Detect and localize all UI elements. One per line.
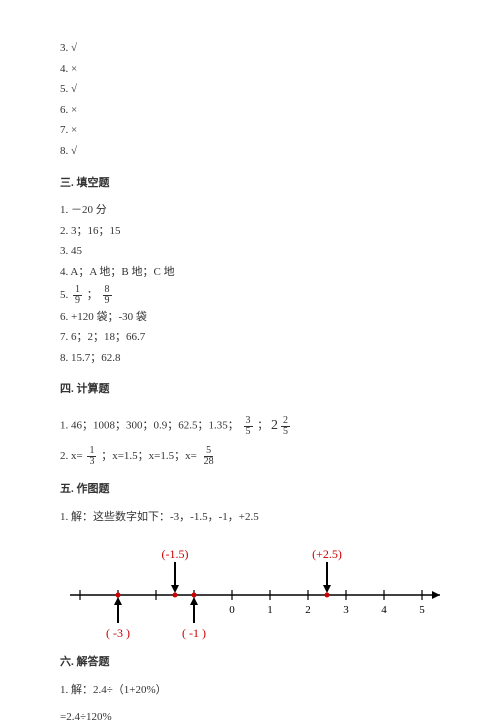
frac-den: 5 bbox=[244, 427, 253, 437]
s3-l5-sep: ； bbox=[87, 289, 101, 301]
s4-l1: 1. 46；1008；300；0.9；62.5；1.35； 3 5 ； 2 2 … bbox=[60, 415, 440, 437]
svg-text:3: 3 bbox=[343, 604, 349, 616]
tf-item: 4. × bbox=[60, 61, 440, 79]
s4-l1-pre: 1. 46；1008；300；0.9；62.5；1.35； bbox=[60, 420, 242, 432]
frac-den: 5 bbox=[281, 427, 290, 437]
s3-l2: 2. 3；16；15 bbox=[60, 223, 440, 241]
s3-l3: 3. 45 bbox=[60, 243, 440, 261]
s3-l6: 6. +120 袋；-30 袋 bbox=[60, 309, 440, 327]
tf-item: 6. × bbox=[60, 102, 440, 120]
section-5-title: 五. 作图题 bbox=[60, 481, 440, 499]
svg-text:1: 1 bbox=[267, 604, 273, 616]
mixed-whole: 2 bbox=[271, 415, 278, 437]
s3-l1: 1. －20 分 bbox=[60, 202, 440, 220]
frac-den: 9 bbox=[73, 296, 82, 306]
s6-l2: =2.4÷120% bbox=[60, 709, 440, 726]
s4-l2: 2. x= 1 3 ；x=1.5；x=1.5；x= 5 28 bbox=[60, 446, 440, 467]
fraction-8-9: 8 9 bbox=[103, 285, 112, 306]
section-3-title: 三. 填空题 bbox=[60, 175, 440, 193]
s3-l4: 4. A；A 地；B 地；C 地 bbox=[60, 264, 440, 282]
section-5-body: 1. 解：这些数字如下：-3，-1.5，-1，+2.5 bbox=[60, 509, 440, 527]
tf-block: 3. √ 4. × 5. √ 6. × 7. × 8. √ bbox=[60, 40, 440, 161]
svg-text:(-1.5): (-1.5) bbox=[162, 547, 189, 561]
frac-num: 1 bbox=[73, 285, 82, 296]
svg-text:4: 4 bbox=[381, 604, 387, 616]
s3-l7: 7. 6；2；18；66.7 bbox=[60, 329, 440, 347]
s4-l1-sep: ； bbox=[257, 420, 271, 432]
tf-item: 3. √ bbox=[60, 40, 440, 58]
section-6-body: 1. 解：2.4÷（1+20%） =2.4÷120% bbox=[60, 682, 440, 726]
s4-l2-b: ；x=1.5；x=1.5；x= bbox=[101, 450, 199, 462]
frac-den: 9 bbox=[103, 296, 112, 306]
tf-item: 8. √ bbox=[60, 143, 440, 161]
svg-text:2: 2 bbox=[305, 604, 311, 616]
section-3-body: 1. －20 分 2. 3；16；15 3. 45 4. A；A 地；B 地；C… bbox=[60, 202, 440, 367]
s3-l8: 8. 15.7；62.8 bbox=[60, 350, 440, 368]
s3-l5-pre: 5. bbox=[60, 289, 71, 301]
number-line-diagram: 0123456(-1.5)(+2.5)( -3 )( -1 ) bbox=[50, 540, 440, 640]
section-6-title: 六. 解答题 bbox=[60, 654, 440, 672]
tf-item: 5. √ bbox=[60, 81, 440, 99]
frac-num: 2 bbox=[281, 416, 290, 427]
section-4-body: 1. 46；1008；300；0.9；62.5；1.35； 3 5 ； 2 2 … bbox=[60, 409, 440, 467]
svg-text:(+2.5): (+2.5) bbox=[312, 547, 342, 561]
s5-l1: 1. 解：这些数字如下：-3，-1.5，-1，+2.5 bbox=[60, 509, 440, 527]
frac-num: 8 bbox=[103, 285, 112, 296]
s4-l2-a: 2. x= bbox=[60, 450, 85, 462]
section-4-title: 四. 计算题 bbox=[60, 381, 440, 399]
fraction-5-28: 5 28 bbox=[202, 446, 216, 467]
frac-num: 3 bbox=[244, 416, 253, 427]
fraction-1-9: 1 9 bbox=[73, 285, 82, 306]
svg-text:( -1 ): ( -1 ) bbox=[182, 626, 206, 640]
fraction-1-3: 1 3 bbox=[87, 446, 96, 467]
fraction-3-5: 3 5 bbox=[244, 416, 253, 437]
svg-text:5: 5 bbox=[419, 604, 425, 616]
s6-l1: 1. 解：2.4÷（1+20%） bbox=[60, 682, 440, 700]
frac-den: 3 bbox=[87, 457, 96, 467]
svg-text:( -3 ): ( -3 ) bbox=[106, 626, 130, 640]
s3-l5: 5. 1 9 ； 8 9 bbox=[60, 285, 440, 306]
frac-den: 28 bbox=[202, 457, 216, 467]
mixed-2-2-5: 2 2 5 bbox=[271, 415, 292, 437]
mixed-frac: 2 5 bbox=[281, 416, 290, 437]
number-line-svg: 0123456(-1.5)(+2.5)( -3 )( -1 ) bbox=[50, 540, 450, 640]
svg-text:0: 0 bbox=[229, 604, 235, 616]
tf-item: 7. × bbox=[60, 122, 440, 140]
